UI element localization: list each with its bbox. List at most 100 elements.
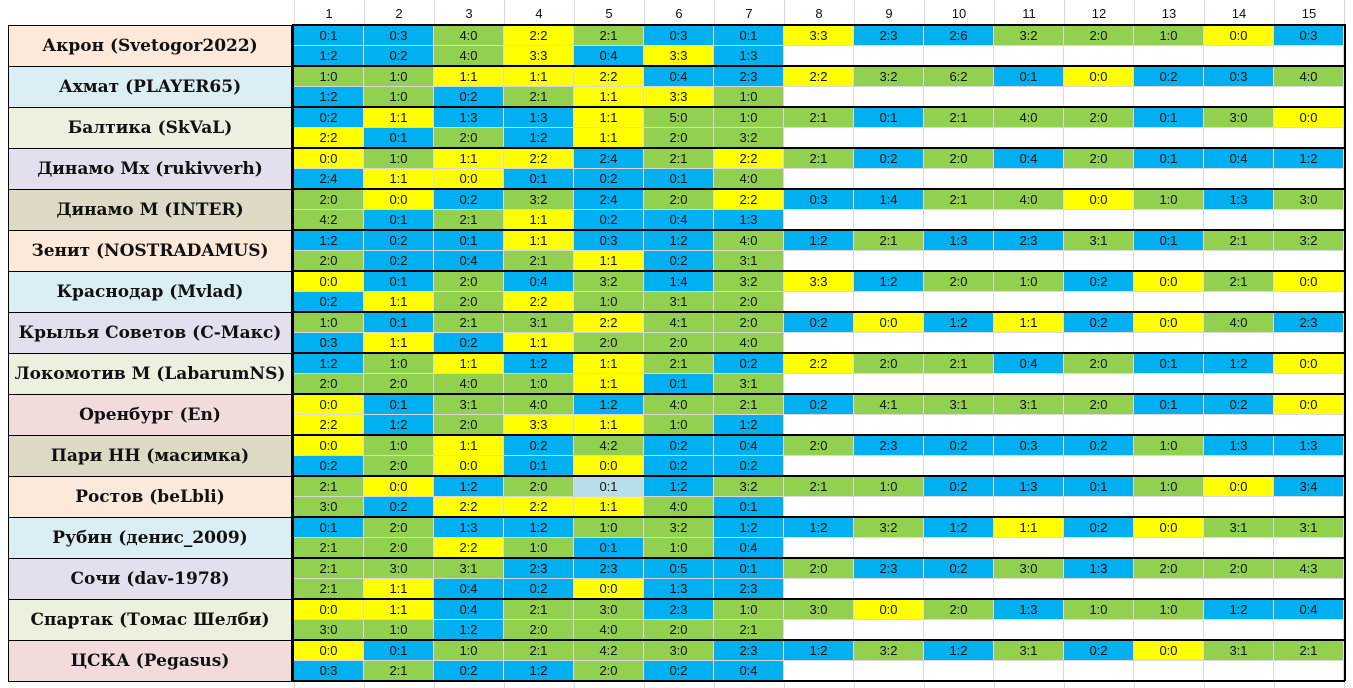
score-cell[interactable]: 3:2 — [854, 67, 924, 87]
score-cell[interactable] — [1204, 661, 1274, 681]
score-cell[interactable] — [784, 251, 854, 271]
score-cell[interactable]: 2:0 — [504, 620, 574, 640]
score-cell[interactable]: 2:2 — [504, 292, 574, 312]
score-cell[interactable]: 2:1 — [784, 149, 854, 169]
score-cell[interactable] — [1064, 579, 1134, 599]
score-cell[interactable] — [1134, 292, 1204, 312]
score-cell[interactable] — [1274, 661, 1344, 681]
score-cell[interactable]: 6:2 — [924, 67, 994, 87]
score-cell[interactable] — [1204, 415, 1274, 435]
score-cell[interactable]: 0:3 — [1274, 26, 1344, 46]
score-cell[interactable]: 0:0 — [364, 477, 434, 497]
score-cell[interactable]: 2:0 — [1134, 559, 1204, 579]
score-cell[interactable] — [854, 661, 924, 681]
score-cell[interactable]: 1:3 — [1064, 559, 1134, 579]
score-cell[interactable]: 1:2 — [504, 128, 574, 148]
score-cell[interactable]: 1:1 — [434, 354, 504, 374]
score-cell[interactable]: 0:2 — [644, 456, 714, 476]
score-cell[interactable]: 3:3 — [644, 87, 714, 107]
score-cell[interactable] — [854, 497, 924, 517]
score-cell[interactable] — [1204, 456, 1274, 476]
score-cell[interactable]: 2:0 — [714, 292, 784, 312]
score-cell[interactable] — [1274, 415, 1344, 435]
score-cell[interactable]: 1:2 — [784, 641, 854, 661]
score-cell[interactable]: 0:0 — [1064, 190, 1134, 210]
score-cell[interactable] — [1134, 251, 1204, 271]
score-cell[interactable]: 2:3 — [504, 559, 574, 579]
score-cell[interactable]: 0:0 — [1274, 354, 1344, 374]
score-cell[interactable] — [1274, 87, 1344, 107]
score-cell[interactable]: 2:0 — [434, 128, 504, 148]
score-cell[interactable] — [854, 620, 924, 640]
score-cell[interactable] — [1204, 87, 1274, 107]
score-cell[interactable] — [854, 579, 924, 599]
score-cell[interactable]: 1:2 — [854, 272, 924, 292]
score-cell[interactable]: 1:2 — [294, 46, 364, 66]
score-cell[interactable]: 2:3 — [714, 641, 784, 661]
score-cell[interactable]: 2:1 — [714, 620, 784, 640]
score-cell[interactable]: 4:0 — [994, 108, 1064, 128]
score-cell[interactable] — [1064, 333, 1134, 353]
score-cell[interactable]: 1:0 — [714, 108, 784, 128]
score-cell[interactable]: 3:2 — [714, 272, 784, 292]
column-header[interactable]: 14 — [1231, 6, 1247, 21]
score-cell[interactable]: 3:0 — [994, 559, 1064, 579]
score-cell[interactable]: 0:1 — [714, 497, 784, 517]
score-cell[interactable] — [1204, 538, 1274, 558]
score-cell[interactable]: 1:1 — [504, 67, 574, 87]
score-cell[interactable]: 3:1 — [1064, 231, 1134, 251]
score-cell[interactable]: 0:2 — [1064, 272, 1134, 292]
score-cell[interactable] — [1134, 538, 1204, 558]
score-cell[interactable]: 0:2 — [364, 251, 434, 271]
score-cell[interactable] — [1274, 128, 1344, 148]
score-cell[interactable]: 2:3 — [714, 67, 784, 87]
score-cell[interactable] — [1274, 210, 1344, 230]
score-cell[interactable] — [994, 374, 1064, 394]
score-cell[interactable]: 2:2 — [294, 128, 364, 148]
score-cell[interactable]: 0:1 — [714, 559, 784, 579]
score-cell[interactable]: 0:2 — [1204, 395, 1274, 415]
score-cell[interactable]: 1:3 — [504, 108, 574, 128]
team-name-cell[interactable]: Динамо Мх (rukivverh) — [8, 148, 292, 190]
score-cell[interactable]: 2:1 — [924, 190, 994, 210]
score-cell[interactable]: 2:0 — [364, 538, 434, 558]
score-cell[interactable]: 4:0 — [714, 169, 784, 189]
score-cell[interactable]: 1:1 — [364, 169, 434, 189]
score-cell[interactable]: 0:1 — [1134, 108, 1204, 128]
score-cell[interactable]: 3:2 — [574, 272, 644, 292]
score-cell[interactable]: 1:1 — [504, 210, 574, 230]
score-cell[interactable]: 1:1 — [994, 313, 1064, 333]
score-cell[interactable]: 0:0 — [294, 641, 364, 661]
score-cell[interactable]: 1:2 — [644, 231, 714, 251]
score-cell[interactable]: 1:0 — [1064, 600, 1134, 620]
score-cell[interactable]: 1:0 — [504, 538, 574, 558]
score-cell[interactable]: 4:0 — [714, 333, 784, 353]
team-name-cell[interactable]: Балтика (SkVaL) — [8, 107, 292, 149]
score-cell[interactable]: 3:2 — [854, 518, 924, 538]
score-cell[interactable] — [1134, 497, 1204, 517]
score-cell[interactable] — [784, 210, 854, 230]
column-header[interactable]: 4 — [535, 6, 543, 21]
score-cell[interactable] — [784, 579, 854, 599]
score-cell[interactable]: 2:1 — [294, 538, 364, 558]
score-cell[interactable]: 0:2 — [574, 210, 644, 230]
score-cell[interactable]: 2:1 — [574, 26, 644, 46]
score-cell[interactable]: 1:1 — [504, 231, 574, 251]
score-cell[interactable]: 3:0 — [1274, 190, 1344, 210]
team-name-cell[interactable]: Ахмат (PLAYER65) — [8, 66, 292, 108]
score-cell[interactable]: 0:0 — [1274, 272, 1344, 292]
score-cell[interactable]: 3:1 — [434, 395, 504, 415]
score-cell[interactable]: 0:3 — [294, 661, 364, 681]
score-cell[interactable]: 0:2 — [1064, 641, 1134, 661]
score-cell[interactable]: 1:1 — [434, 149, 504, 169]
score-cell[interactable]: 0:2 — [924, 559, 994, 579]
score-cell[interactable] — [994, 169, 1064, 189]
score-cell[interactable]: 2:1 — [294, 579, 364, 599]
column-header[interactable]: 11 — [1022, 6, 1036, 21]
score-cell[interactable]: 1:1 — [364, 600, 434, 620]
score-cell[interactable]: 0:0 — [1274, 108, 1344, 128]
score-cell[interactable]: 1:1 — [574, 415, 644, 435]
score-cell[interactable]: 2:1 — [854, 231, 924, 251]
score-cell[interactable]: 2:3 — [854, 26, 924, 46]
score-cell[interactable] — [854, 456, 924, 476]
